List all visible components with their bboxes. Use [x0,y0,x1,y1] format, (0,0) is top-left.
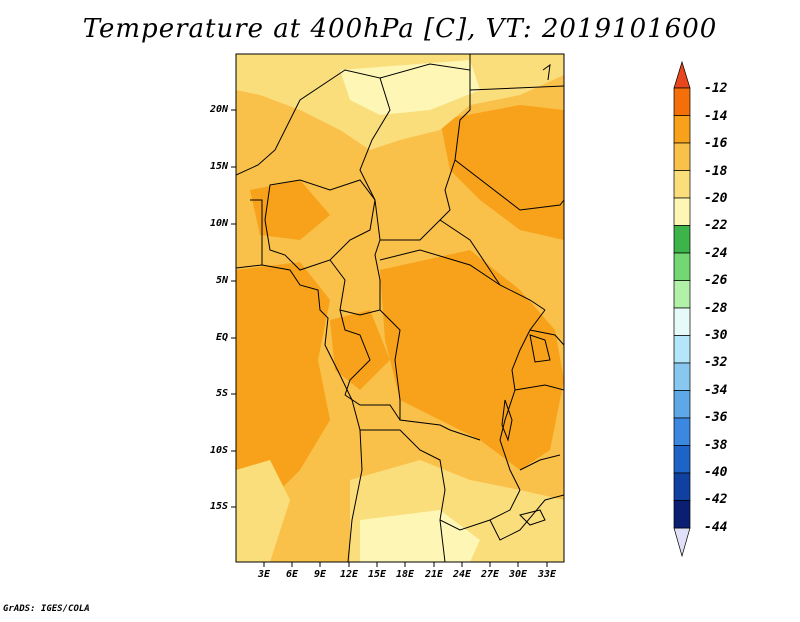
colorbar-segment [673,170,691,199]
colorbar-segment [673,87,691,116]
lat-label-10n: 10N [209,218,228,229]
colorbar-segment [673,362,691,391]
lat-label-15s: 15S [209,501,228,512]
plot-frame [235,53,565,563]
colorbar-label: -24 [704,246,728,261]
lon-label-30e: 30E [508,569,528,580]
lon-label-15e: 15E [367,569,387,580]
credit-label: GrADS: IGES/COLA [3,604,90,614]
colorbar-label: -28 [704,301,728,316]
colorbar-label: -34 [704,383,728,398]
lon-label-24e: 24E [452,569,472,580]
colorbar-segment [673,115,691,144]
lon-label-12e: 12E [339,569,359,580]
colorbar-label: -14 [704,109,728,124]
lon-label-9e: 9E [313,569,327,580]
colorbar-segment [673,280,691,309]
lat-label-15n: 15N [209,161,228,172]
colorbar-label: -40 [704,465,728,480]
lon-label-6e: 6E [285,569,299,580]
axis-ticks [231,109,548,567]
lat-label-5n: 5N [215,275,228,286]
colorbar-segment [673,142,691,171]
colorbar-label: -22 [704,218,728,233]
lat-label-5s: 5S [215,388,228,399]
field-cold-sahara [340,60,480,115]
field-warm-congo [380,250,564,470]
colorbar-segment [673,197,691,226]
colorbar-label: -16 [704,136,728,151]
colorbar-label: -30 [704,328,728,343]
colorbar-bottom-arrow [673,527,691,558]
colorbar-label: -44 [704,520,728,535]
lon-label-33e: 33E [537,569,557,580]
colorbar-segment [673,417,691,446]
field-warm-west [236,262,330,510]
field-cold-south [360,510,480,562]
lon-label-18e: 18E [395,569,415,580]
colorbar-label: -12 [704,81,728,96]
colorbar-label: -32 [704,355,728,370]
colorbar-segment [673,390,691,419]
colorbar-segment [673,500,691,529]
colorbar [673,60,691,558]
colorbar-segment [673,252,691,281]
colorbar-label: -18 [704,164,728,179]
lon-label-27e: 27E [480,569,500,580]
chart-title: Temperature at 400hPa [C], VT: 201910160… [82,14,718,44]
colorbar-label: -36 [704,410,728,425]
field-warm-northeast [440,105,564,240]
lat-label-10s: 10S [209,445,228,456]
colorbar-segment [673,307,691,336]
colorbar-label: -26 [704,273,728,288]
lat-label-20n: 20N [209,104,228,115]
colorbar-label: -20 [704,191,728,206]
field-warm-nigeria [250,180,330,240]
colorbar-segment [673,445,691,474]
lat-label-eq: EQ [215,332,228,343]
lon-label-3e: 3E [257,569,271,580]
colorbar-segment [673,335,691,364]
colorbar-label: -42 [704,492,728,507]
borders [236,54,564,562]
colorbar-segment [673,472,691,501]
lon-label-21e: 21E [424,569,444,580]
colorbar-segment [673,225,691,254]
colorbar-top-arrow [673,60,691,89]
field-cool-southwest [236,460,290,562]
colorbar-label: -38 [704,438,728,453]
